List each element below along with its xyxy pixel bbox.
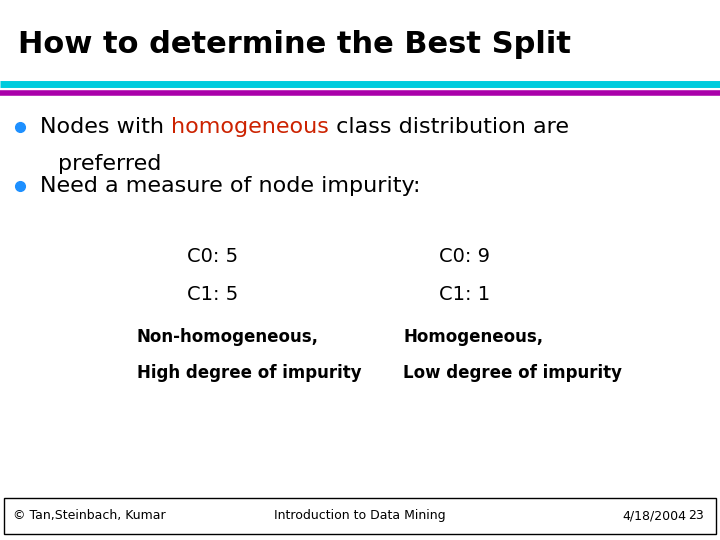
FancyBboxPatch shape — [4, 498, 716, 534]
Text: Low degree of impurity: Low degree of impurity — [403, 363, 622, 382]
Text: preferred: preferred — [58, 153, 161, 174]
Text: Need a measure of node impurity:: Need a measure of node impurity: — [40, 176, 420, 197]
Text: Non-homogeneous,: Non-homogeneous, — [137, 328, 319, 347]
Text: How to determine the Best Split: How to determine the Best Split — [18, 30, 571, 59]
Text: homogeneous: homogeneous — [171, 117, 328, 137]
Text: C1: 5: C1: 5 — [187, 285, 238, 304]
Text: Introduction to Data Mining: Introduction to Data Mining — [274, 509, 446, 522]
Text: Homogeneous,: Homogeneous, — [403, 328, 544, 347]
Text: © Tan,Steinbach, Kumar: © Tan,Steinbach, Kumar — [13, 509, 166, 522]
Text: C0: 5: C0: 5 — [187, 247, 238, 266]
Text: C0: 9: C0: 9 — [439, 247, 490, 266]
Text: 23: 23 — [688, 509, 704, 522]
Text: High degree of impurity: High degree of impurity — [137, 363, 361, 382]
Text: 4/18/2004: 4/18/2004 — [623, 509, 687, 522]
Text: class distribution are: class distribution are — [328, 117, 569, 137]
Text: Nodes with: Nodes with — [40, 117, 171, 137]
Text: C1: 1: C1: 1 — [439, 285, 490, 304]
